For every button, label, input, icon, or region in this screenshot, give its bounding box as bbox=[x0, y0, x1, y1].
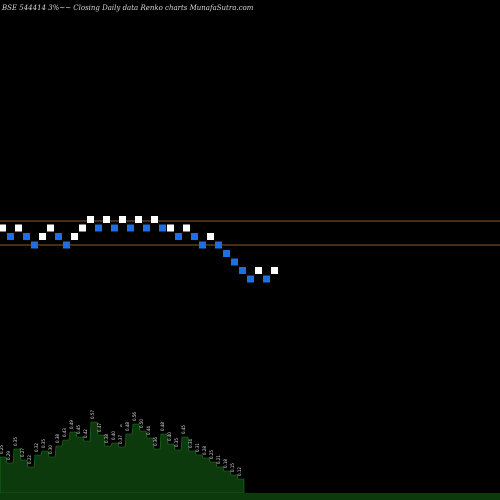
renko-brick-down bbox=[7, 233, 14, 240]
renko-brick-up bbox=[183, 224, 190, 232]
volume-label: 0.36 bbox=[153, 437, 158, 446]
volume-label: 0.28 bbox=[202, 446, 207, 455]
volume-label: 0.37 bbox=[118, 435, 123, 444]
renko-brick-down bbox=[191, 233, 198, 240]
renko-brick-down bbox=[127, 224, 134, 232]
renko-brick-down bbox=[215, 241, 222, 249]
renko-brick-up bbox=[271, 267, 278, 274]
volume-label: 0.49 bbox=[69, 420, 74, 429]
volume-label: 0.50 bbox=[139, 419, 144, 428]
renko-brick-down bbox=[31, 241, 38, 249]
volume-label: 0.40 bbox=[111, 431, 116, 440]
volume-label: 0.27 bbox=[20, 448, 25, 457]
chart-title: BSE 544414 3%~~ Closing Daily data Renko… bbox=[1, 4, 254, 12]
volume-label: 0.57 bbox=[90, 410, 95, 419]
renko-brick-down bbox=[223, 250, 230, 257]
volume-label: 0.56 bbox=[132, 412, 137, 421]
renko-brick-down bbox=[239, 267, 246, 274]
volume-label: 0.35 bbox=[41, 439, 46, 448]
volume-label: 0.34 bbox=[188, 439, 193, 448]
renko-brick-down bbox=[143, 224, 150, 232]
volume-label: 0.32 bbox=[34, 443, 39, 452]
renko-brick-up bbox=[135, 216, 142, 223]
renko-brick-up bbox=[71, 233, 78, 240]
volume-label: 0.25 bbox=[209, 450, 214, 459]
volume-label: 0.15 bbox=[230, 463, 235, 472]
volume-label: 0.48 bbox=[125, 422, 130, 431]
renko-brick-up bbox=[119, 216, 126, 223]
renko-brick-up bbox=[151, 216, 158, 223]
volume-label: 0.18 bbox=[223, 459, 228, 468]
volume-area bbox=[0, 421, 500, 500]
renko-brick-down bbox=[111, 224, 118, 232]
volume-area-path bbox=[0, 421, 245, 494]
volume-marker: s bbox=[120, 423, 122, 428]
reference-lines bbox=[0, 220, 500, 246]
renko-bricks bbox=[0, 216, 278, 283]
volume-label: 0.42 bbox=[83, 429, 88, 438]
volume-baseline-band bbox=[0, 493, 500, 500]
volume-label: 0.44 bbox=[146, 426, 151, 435]
volume-label: 0.40 bbox=[167, 432, 172, 441]
renko-brick-down bbox=[159, 224, 166, 232]
renko-brick-up bbox=[255, 267, 262, 274]
renko-brick-down bbox=[55, 233, 62, 240]
volume-label: 0.47 bbox=[97, 423, 102, 432]
renko-brick-down bbox=[247, 275, 254, 283]
renko-brick-down bbox=[175, 233, 182, 240]
volume-label: 0.38 bbox=[104, 434, 109, 443]
renko-brick-up bbox=[207, 233, 214, 240]
renko-brick-up bbox=[15, 224, 22, 232]
volume-label: 0.35 bbox=[13, 437, 18, 446]
volume-labels: 0.250.290.350.270.220.32 0.350.300.380.43… bbox=[0, 410, 242, 476]
volume-label: 0.48 bbox=[160, 422, 165, 431]
volume-label: 0.29 bbox=[6, 451, 11, 460]
volume-label: 0.38 bbox=[55, 434, 60, 443]
renko-brick-up bbox=[47, 224, 54, 232]
renko-brick-down bbox=[263, 275, 270, 283]
volume-label: 0.12 bbox=[237, 467, 242, 476]
volume-label: 0.35 bbox=[174, 438, 179, 447]
volume-label: 0.45 bbox=[181, 425, 186, 434]
renko-brick-down bbox=[95, 224, 102, 232]
volume-label: 0.22 bbox=[27, 455, 32, 464]
volume-label: 0.31 bbox=[195, 443, 200, 452]
renko-brick-up bbox=[39, 233, 46, 240]
renko-brick-up bbox=[79, 224, 86, 232]
volume-label: 0.21 bbox=[216, 455, 221, 464]
volume-label: 0.25 bbox=[0, 445, 4, 454]
renko-brick-up bbox=[167, 224, 174, 232]
renko-brick-up bbox=[87, 216, 94, 223]
volume-label: 0.43 bbox=[62, 428, 67, 437]
volume-label: 0.45 bbox=[76, 425, 81, 434]
renko-brick-down bbox=[199, 241, 206, 249]
volume-label: 0.30 bbox=[48, 445, 53, 454]
renko-brick-up bbox=[0, 224, 6, 232]
renko-brick-down bbox=[23, 233, 30, 240]
renko-brick-up bbox=[103, 216, 110, 223]
renko-brick-down bbox=[63, 241, 70, 249]
renko-brick-down bbox=[231, 258, 238, 266]
